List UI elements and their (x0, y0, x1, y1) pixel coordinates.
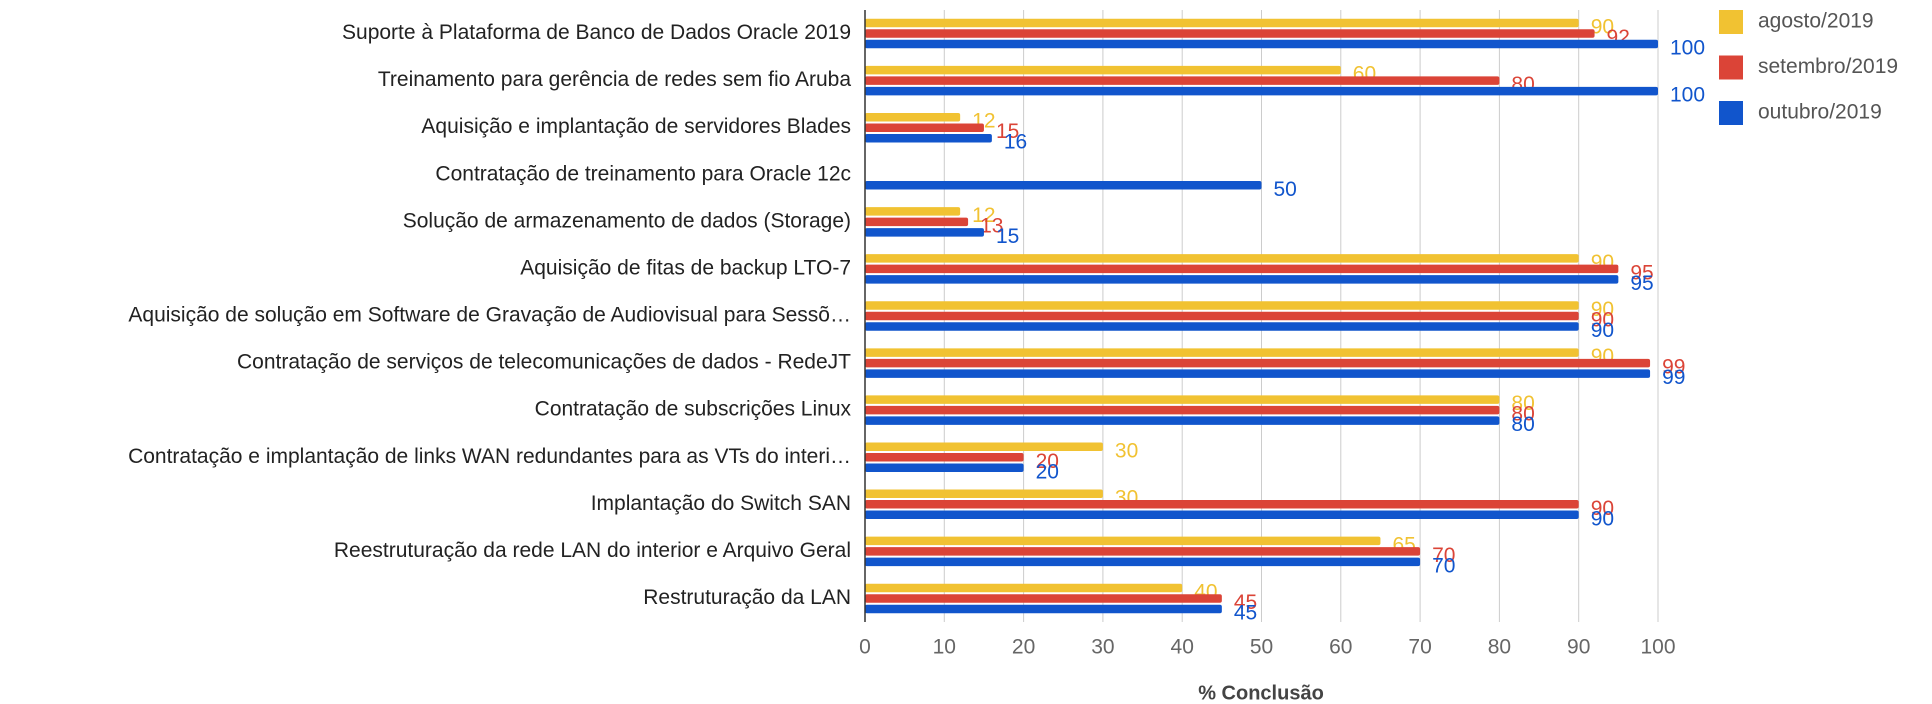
bar (865, 207, 961, 216)
bar (865, 358, 1651, 368)
bar (865, 557, 1421, 567)
x-tick-label: 20 (1012, 636, 1035, 659)
x-tick-label: 0 (859, 636, 871, 659)
x-tick-label: 10 (933, 636, 956, 659)
bar (865, 510, 1579, 520)
value-label: 100 (1670, 37, 1705, 60)
value-label: 13 (980, 214, 1003, 237)
value-label: 100 (1670, 84, 1705, 107)
bar (865, 536, 1381, 546)
y-tick-label: Contratação de treinamento para Oracle 1… (435, 162, 851, 185)
bar (865, 348, 1579, 357)
value-label: 90 (1591, 309, 1614, 332)
value-label: 90 (1591, 16, 1614, 39)
bar (865, 264, 1619, 274)
value-label: 90 (1591, 298, 1614, 321)
legend-label: agosto/2019 (1758, 10, 1874, 33)
value-label: 45 (1234, 591, 1257, 614)
bar (865, 547, 1421, 556)
x-tick-label: 80 (1488, 636, 1511, 659)
bar (865, 275, 1619, 284)
value-label: 16 (1004, 131, 1027, 154)
y-tick-label: Treinamento para gerência de redes sem f… (378, 68, 851, 91)
x-tick-label: 90 (1567, 636, 1590, 659)
bar (865, 181, 1262, 190)
x-tick-label: 40 (1171, 636, 1194, 659)
bar (865, 442, 1103, 451)
bar (865, 500, 1579, 509)
y-tick-label: Aquisição e implantação de servidores Bl… (421, 115, 851, 138)
bar (865, 369, 1651, 378)
bar (865, 322, 1579, 331)
bar (865, 254, 1579, 263)
bar (865, 39, 1658, 49)
bar (865, 416, 1500, 425)
x-tick-label: 50 (1250, 636, 1273, 659)
bar (865, 452, 1024, 462)
legend-swatch (1719, 55, 1743, 80)
legend-swatch (1719, 101, 1743, 125)
bar (865, 489, 1103, 499)
bar (865, 18, 1579, 28)
value-label: 12 (972, 204, 995, 227)
value-label: 95 (1630, 261, 1653, 284)
value-label: 80 (1511, 413, 1534, 436)
value-label: 80 (1511, 403, 1534, 426)
bar (865, 112, 961, 122)
value-label: 90 (1591, 319, 1614, 342)
bar (865, 217, 969, 227)
bar (865, 133, 992, 143)
legend-swatch (1719, 10, 1743, 34)
y-tick-label: Aquisição de fitas de backup LTO-7 (520, 256, 851, 279)
y-tick-label: Contratação e implantação de links WAN r… (128, 445, 851, 468)
bar (865, 463, 1024, 472)
bar (865, 311, 1579, 321)
value-label: 20 (1036, 450, 1059, 473)
value-label: 15 (996, 120, 1019, 143)
y-tick-label: Implantação do Switch SAN (591, 492, 851, 515)
bar (865, 65, 1341, 75)
value-label: 70 (1432, 554, 1455, 577)
bar (865, 29, 1595, 38)
y-tick-label: Contratação de subscrições Linux (535, 398, 852, 421)
bar (865, 123, 984, 132)
value-label: 80 (1511, 392, 1534, 415)
x-tick-label: 100 (1640, 636, 1675, 659)
bar (865, 405, 1500, 415)
legend-label: outubro/2019 (1758, 101, 1882, 124)
x-axis-title: % Conclusão (1198, 682, 1324, 704)
legend-label: setembro/2019 (1758, 55, 1898, 78)
bar (865, 301, 1579, 310)
bar (865, 228, 984, 237)
bar (865, 583, 1183, 593)
bar (865, 395, 1500, 404)
x-tick-label: 70 (1408, 636, 1431, 659)
value-label: 90 (1591, 507, 1614, 530)
y-tick-label: Suporte à Plataforma de Banco de Dados O… (342, 21, 851, 44)
value-label: 15 (996, 225, 1019, 248)
y-tick-label: Solução de armazenamento de dados (Stora… (403, 209, 851, 232)
y-tick-label: Aquisição de solução em Software de Grav… (128, 304, 851, 327)
value-label: 70 (1432, 544, 1455, 567)
value-label: 95 (1630, 272, 1653, 295)
value-label: 99 (1662, 356, 1685, 379)
value-label: 90 (1591, 497, 1614, 520)
value-label: 45 (1234, 602, 1257, 625)
value-label: 50 (1274, 178, 1297, 201)
y-tick-label: Reestruturação da rede LAN do interior e… (334, 539, 851, 562)
value-label: 30 (1115, 439, 1138, 462)
bar (865, 86, 1658, 96)
y-tick-label: Contratação de serviços de telecomunicaç… (237, 351, 851, 374)
x-tick-label: 30 (1091, 636, 1114, 659)
value-label: 99 (1662, 366, 1685, 389)
bar (865, 594, 1222, 603)
bar (865, 604, 1222, 614)
y-tick-label: Restruturação da LAN (643, 586, 851, 609)
bar (865, 76, 1500, 85)
x-tick-label: 60 (1329, 636, 1352, 659)
value-label: 20 (1036, 460, 1059, 483)
